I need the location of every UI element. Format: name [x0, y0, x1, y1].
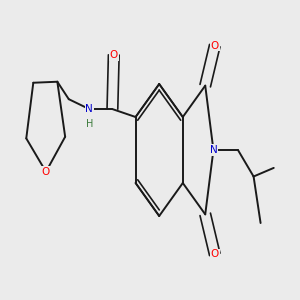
Text: O: O: [211, 40, 219, 51]
Text: H: H: [85, 118, 93, 129]
Text: O: O: [110, 50, 118, 60]
Text: O: O: [42, 167, 50, 177]
Text: O: O: [211, 249, 219, 260]
Text: N: N: [85, 104, 93, 114]
Text: N: N: [209, 145, 217, 155]
